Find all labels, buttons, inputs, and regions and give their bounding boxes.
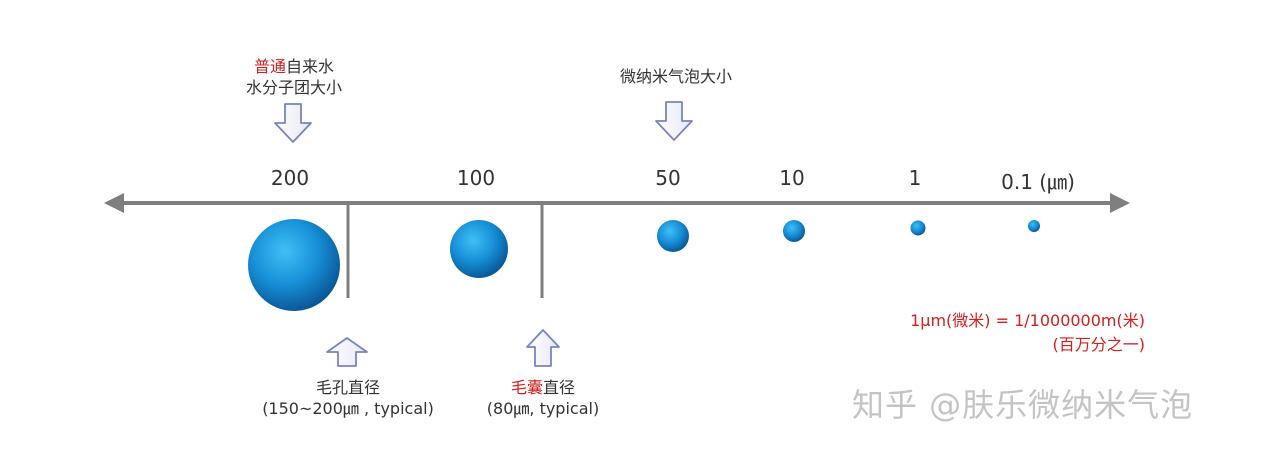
pore-note-line2: (150~200㎛ , typical) bbox=[262, 399, 434, 418]
follicle-note: 毛囊直径 (80㎛, typical) bbox=[487, 377, 599, 419]
follicle-suffix: 直径 bbox=[542, 378, 576, 397]
follicle-up-arrow bbox=[526, 329, 560, 367]
bubble-1 bbox=[910, 220, 926, 236]
pore-up-arrow bbox=[326, 337, 368, 367]
tick-label-10: 10 bbox=[779, 166, 805, 190]
tick-label-100: 100 bbox=[456, 166, 496, 190]
pore-note-line1: 毛孔直径 bbox=[315, 378, 380, 397]
tap-water-note: 普通自来水 水分子团大小 bbox=[246, 56, 342, 98]
tick-label-50: 50 bbox=[655, 166, 681, 190]
bubble-0-1 bbox=[1028, 220, 1040, 232]
bubble-10 bbox=[783, 220, 805, 242]
unit-definition: 1μm(微米) = 1/1000000m(米) (百万分之一) bbox=[910, 307, 1145, 355]
bubble-100 bbox=[450, 220, 508, 278]
tap-water-prefix: 普通 bbox=[253, 57, 286, 76]
tick-label-200: 200 bbox=[270, 166, 310, 190]
tick-label-1: 1 bbox=[908, 166, 922, 190]
micro-bubble-note: 微纳米气泡大小 bbox=[619, 67, 733, 86]
unit-definition-line1: 1μm(微米) = 1/1000000m(米) bbox=[910, 311, 1145, 330]
scale-axis bbox=[104, 193, 1130, 213]
micro-bubble-down-arrow bbox=[655, 101, 693, 141]
tap-water-down-arrow bbox=[274, 103, 312, 143]
bubble-50 bbox=[657, 220, 689, 252]
tap-water-note-line1: 普通自来水 bbox=[246, 56, 342, 77]
follicle-prefix: 毛囊 bbox=[510, 378, 543, 397]
bubble-200 bbox=[248, 219, 340, 311]
unit-definition-line2: (百万分之一) bbox=[1052, 335, 1146, 354]
axis-right-arrowhead bbox=[1110, 193, 1130, 213]
follicle-note-line2: (80㎛, typical) bbox=[486, 399, 600, 418]
watermark-text: 知乎 @肤乐微纳米气泡 bbox=[852, 386, 1194, 424]
tap-water-note-line2: 水分子团大小 bbox=[245, 78, 343, 97]
tick-label-0-1-unit: 0.1 (㎛) bbox=[1001, 170, 1075, 194]
axis-left-arrowhead bbox=[104, 193, 124, 213]
follicle-note-line1: 毛囊直径 bbox=[487, 377, 599, 398]
tap-water-suffix: 自来水 bbox=[285, 57, 335, 76]
pore-note: 毛孔直径 (150~200㎛ , typical) bbox=[262, 377, 434, 419]
